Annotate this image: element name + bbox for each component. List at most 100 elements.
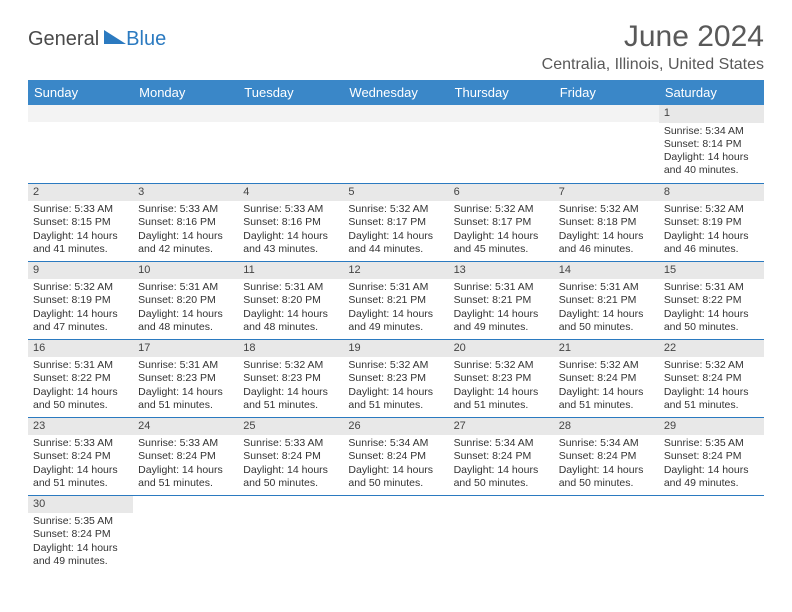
calendar-cell (449, 105, 554, 183)
sunrise-text: Sunrise: 5:33 AM (138, 203, 233, 216)
logo-flag-icon (104, 30, 126, 44)
sunset-text: Sunset: 8:21 PM (454, 294, 549, 307)
sunset-text: Sunset: 8:19 PM (33, 294, 128, 307)
sunrise-text: Sunrise: 5:34 AM (348, 437, 443, 450)
day-content: Sunrise: 5:32 AMSunset: 8:23 PMDaylight:… (449, 357, 554, 416)
day-number: 25 (238, 418, 343, 436)
day-content: Sunrise: 5:31 AMSunset: 8:21 PMDaylight:… (554, 279, 659, 338)
calendar-cell: 23Sunrise: 5:33 AMSunset: 8:24 PMDayligh… (28, 417, 133, 495)
sunrise-text: Sunrise: 5:32 AM (454, 203, 549, 216)
day-content: Sunrise: 5:31 AMSunset: 8:20 PMDaylight:… (133, 279, 238, 338)
daynum-empty (343, 105, 448, 122)
weekday-header: Sunday (28, 80, 133, 105)
day-content: Sunrise: 5:33 AMSunset: 8:24 PMDaylight:… (238, 435, 343, 494)
sunrise-text: Sunrise: 5:32 AM (454, 359, 549, 372)
day-content: Sunrise: 5:31 AMSunset: 8:21 PMDaylight:… (449, 279, 554, 338)
sunrise-text: Sunrise: 5:31 AM (664, 281, 759, 294)
day-number: 9 (28, 262, 133, 280)
sunrise-text: Sunrise: 5:31 AM (348, 281, 443, 294)
calendar-body: 1Sunrise: 5:34 AMSunset: 8:14 PMDaylight… (28, 105, 764, 573)
sunrise-text: Sunrise: 5:32 AM (664, 203, 759, 216)
sunrise-text: Sunrise: 5:31 AM (138, 359, 233, 372)
day-number: 4 (238, 184, 343, 202)
day-number: 29 (659, 418, 764, 436)
sunset-text: Sunset: 8:22 PM (33, 372, 128, 385)
calendar-cell: 19Sunrise: 5:32 AMSunset: 8:23 PMDayligh… (343, 339, 448, 417)
sunrise-text: Sunrise: 5:33 AM (243, 437, 338, 450)
day-content: Sunrise: 5:31 AMSunset: 8:22 PMDaylight:… (659, 279, 764, 338)
calendar-cell: 24Sunrise: 5:33 AMSunset: 8:24 PMDayligh… (133, 417, 238, 495)
sunrise-text: Sunrise: 5:32 AM (33, 281, 128, 294)
weekday-header: Monday (133, 80, 238, 105)
daylight-text: Daylight: 14 hours and 51 minutes. (138, 464, 233, 490)
daynum-empty (133, 105, 238, 122)
sunrise-text: Sunrise: 5:34 AM (559, 437, 654, 450)
day-content: Sunrise: 5:32 AMSunset: 8:23 PMDaylight:… (238, 357, 343, 416)
day-content: Sunrise: 5:31 AMSunset: 8:22 PMDaylight:… (28, 357, 133, 416)
sunrise-text: Sunrise: 5:35 AM (33, 515, 128, 528)
day-number: 12 (343, 262, 448, 280)
daylight-text: Daylight: 14 hours and 50 minutes. (454, 464, 549, 490)
sunrise-text: Sunrise: 5:33 AM (138, 437, 233, 450)
day-number: 2 (28, 184, 133, 202)
weekday-header: Tuesday (238, 80, 343, 105)
calendar-week-row: 30Sunrise: 5:35 AMSunset: 8:24 PMDayligh… (28, 495, 764, 573)
sunrise-text: Sunrise: 5:32 AM (664, 359, 759, 372)
sunrise-text: Sunrise: 5:31 AM (33, 359, 128, 372)
sunset-text: Sunset: 8:24 PM (33, 528, 128, 541)
calendar-cell: 25Sunrise: 5:33 AMSunset: 8:24 PMDayligh… (238, 417, 343, 495)
daylight-text: Daylight: 14 hours and 46 minutes. (664, 230, 759, 256)
location: Centralia, Illinois, United States (542, 56, 764, 74)
calendar-cell: 27Sunrise: 5:34 AMSunset: 8:24 PMDayligh… (449, 417, 554, 495)
day-number: 20 (449, 340, 554, 358)
sunrise-text: Sunrise: 5:33 AM (243, 203, 338, 216)
calendar-cell: 28Sunrise: 5:34 AMSunset: 8:24 PMDayligh… (554, 417, 659, 495)
weekday-header-row: Sunday Monday Tuesday Wednesday Thursday… (28, 80, 764, 105)
daynum-empty (449, 105, 554, 122)
sunset-text: Sunset: 8:24 PM (664, 450, 759, 463)
day-number: 27 (449, 418, 554, 436)
sunset-text: Sunset: 8:17 PM (348, 216, 443, 229)
calendar-cell: 16Sunrise: 5:31 AMSunset: 8:22 PMDayligh… (28, 339, 133, 417)
sunset-text: Sunset: 8:24 PM (243, 450, 338, 463)
day-content: Sunrise: 5:32 AMSunset: 8:24 PMDaylight:… (659, 357, 764, 416)
day-number: 14 (554, 262, 659, 280)
sunset-text: Sunset: 8:16 PM (138, 216, 233, 229)
sunset-text: Sunset: 8:18 PM (559, 216, 654, 229)
daylight-text: Daylight: 14 hours and 48 minutes. (138, 308, 233, 334)
daylight-text: Daylight: 14 hours and 49 minutes. (664, 464, 759, 490)
sunset-text: Sunset: 8:19 PM (664, 216, 759, 229)
daylight-text: Daylight: 14 hours and 49 minutes. (33, 542, 128, 568)
calendar-cell: 7Sunrise: 5:32 AMSunset: 8:18 PMDaylight… (554, 183, 659, 261)
sunrise-text: Sunrise: 5:32 AM (559, 203, 654, 216)
daylight-text: Daylight: 14 hours and 51 minutes. (33, 464, 128, 490)
calendar-cell: 22Sunrise: 5:32 AMSunset: 8:24 PMDayligh… (659, 339, 764, 417)
sunrise-text: Sunrise: 5:34 AM (454, 437, 549, 450)
sunset-text: Sunset: 8:17 PM (454, 216, 549, 229)
calendar-cell: 17Sunrise: 5:31 AMSunset: 8:23 PMDayligh… (133, 339, 238, 417)
calendar-cell (449, 495, 554, 573)
calendar-cell (133, 105, 238, 183)
weekday-header: Saturday (659, 80, 764, 105)
calendar-cell: 14Sunrise: 5:31 AMSunset: 8:21 PMDayligh… (554, 261, 659, 339)
daynum-empty (554, 105, 659, 122)
day-number: 1 (659, 105, 764, 123)
calendar-cell: 13Sunrise: 5:31 AMSunset: 8:21 PMDayligh… (449, 261, 554, 339)
sunset-text: Sunset: 8:20 PM (138, 294, 233, 307)
day-content: Sunrise: 5:31 AMSunset: 8:21 PMDaylight:… (343, 279, 448, 338)
sunset-text: Sunset: 8:20 PM (243, 294, 338, 307)
sunset-text: Sunset: 8:16 PM (243, 216, 338, 229)
day-content: Sunrise: 5:31 AMSunset: 8:20 PMDaylight:… (238, 279, 343, 338)
calendar-cell (343, 105, 448, 183)
sunset-text: Sunset: 8:23 PM (454, 372, 549, 385)
day-content: Sunrise: 5:34 AMSunset: 8:14 PMDaylight:… (659, 123, 764, 182)
day-content: Sunrise: 5:33 AMSunset: 8:24 PMDaylight:… (133, 435, 238, 494)
day-content: Sunrise: 5:32 AMSunset: 8:17 PMDaylight:… (343, 201, 448, 260)
calendar-cell: 30Sunrise: 5:35 AMSunset: 8:24 PMDayligh… (28, 495, 133, 573)
sunset-text: Sunset: 8:24 PM (664, 372, 759, 385)
sunset-text: Sunset: 8:21 PM (559, 294, 654, 307)
day-number: 17 (133, 340, 238, 358)
sunset-text: Sunset: 8:22 PM (664, 294, 759, 307)
day-number: 6 (449, 184, 554, 202)
calendar-cell (238, 495, 343, 573)
